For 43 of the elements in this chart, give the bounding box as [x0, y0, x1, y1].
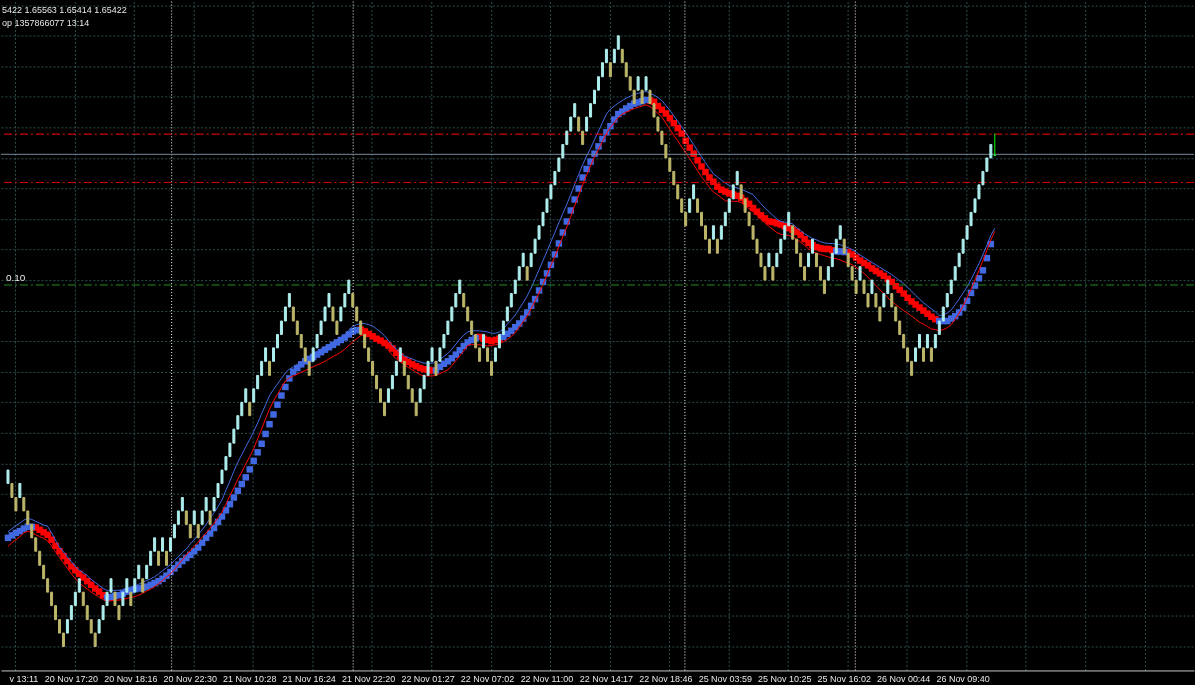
x-tick-label: 25 Nov 16:02	[817, 674, 871, 685]
x-tick-label: 25 Nov 03:59	[698, 674, 752, 685]
candlestick	[248, 401, 252, 417]
x-tick-label: 21 Nov 16:24	[282, 674, 336, 685]
candlestick	[767, 252, 771, 268]
candlestick	[268, 360, 272, 376]
candlestick	[929, 347, 933, 362]
candlestick	[157, 550, 161, 566]
x-tick-label: 22 Nov 14:17	[579, 674, 634, 685]
candlestick	[608, 62, 612, 78]
x-tick-label: 22 Nov 11:00	[520, 674, 574, 685]
candlestick	[711, 225, 715, 240]
x-tick-label: 22 Nov 01:27	[401, 674, 455, 685]
candlestick	[6, 469, 10, 484]
candlestick	[858, 266, 862, 281]
candlestick	[636, 76, 640, 91]
x-tick-label: 20 Nov 18:16	[104, 674, 158, 685]
candlestick	[525, 266, 529, 281]
x-tick-label: v 13:11	[9, 674, 39, 685]
x-tick-label: 25 Nov 10:25	[758, 674, 812, 685]
x-tick-label: 21 Nov 22:20	[341, 674, 396, 685]
candlestick	[161, 537, 165, 552]
x-tick-label: 21 Nov 10:28	[223, 674, 277, 685]
text: 5422 1.65563 1.65414 1.65422	[2, 4, 127, 15]
candlestick	[192, 510, 196, 525]
x-tick-label: 20 Nov 17:20	[44, 674, 99, 685]
candlestick	[925, 333, 929, 349]
candlestick	[870, 279, 874, 295]
candlestick	[644, 76, 648, 91]
candlestick	[196, 523, 200, 539]
candlestick	[18, 482, 22, 499]
candlestick	[165, 550, 168, 566]
x-tick-label: 26 Nov 09:40	[936, 674, 990, 685]
x-tick-label: 20 Nov 22:30	[163, 674, 217, 685]
text: op 1357866077 13:14	[2, 17, 90, 28]
candlestick	[715, 238, 719, 254]
candlestick	[771, 266, 775, 281]
candlestick	[208, 510, 212, 525]
annotation: 0.10	[5, 272, 26, 283]
x-tick-label: 26 Nov 00:44	[876, 674, 931, 685]
x-tick-label: 22 Nov 18:46	[639, 674, 693, 685]
candlestick	[921, 347, 925, 362]
x-tick-label: 22 Nov 07:02	[460, 674, 515, 685]
